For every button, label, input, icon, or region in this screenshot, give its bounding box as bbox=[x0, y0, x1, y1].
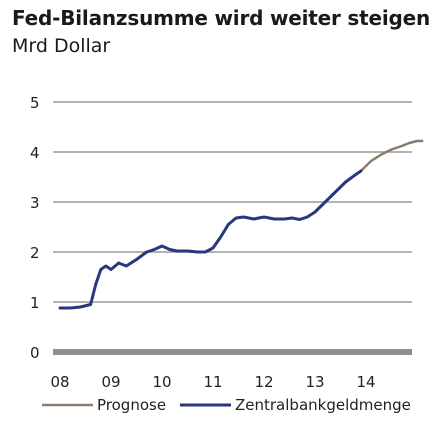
chart-title: Fed-Bilanzsumme wird weiter steigen bbox=[12, 6, 431, 30]
legend-label-zentralbankgeldmenge: Zentralbankgeldmenge bbox=[235, 396, 411, 414]
x-tick-label: 12 bbox=[254, 373, 273, 391]
y-tick-label: 5 bbox=[30, 94, 40, 112]
legend-label-prognose: Prognose bbox=[97, 396, 166, 414]
y-tick-label: 1 bbox=[30, 294, 40, 312]
x-tick-label: 13 bbox=[305, 373, 324, 391]
x-tick-label: 11 bbox=[203, 373, 222, 391]
x-tick-label: 09 bbox=[101, 373, 120, 391]
y-tick-label: 3 bbox=[30, 194, 40, 212]
series-line-prognose bbox=[359, 139, 424, 173]
y-tick-label: 2 bbox=[30, 244, 40, 262]
y-tick-label: 4 bbox=[30, 144, 40, 162]
x-axis-baseline bbox=[53, 349, 412, 355]
chart-subtitle: Mrd Dollar bbox=[12, 35, 111, 57]
x-tick-label: 14 bbox=[356, 373, 375, 391]
x-tick-label: 10 bbox=[152, 373, 171, 391]
series-line-zentralbankgeldmenge bbox=[58, 169, 363, 310]
y-tick-label: 0 bbox=[30, 344, 40, 362]
x-tick-label: 08 bbox=[50, 373, 69, 391]
